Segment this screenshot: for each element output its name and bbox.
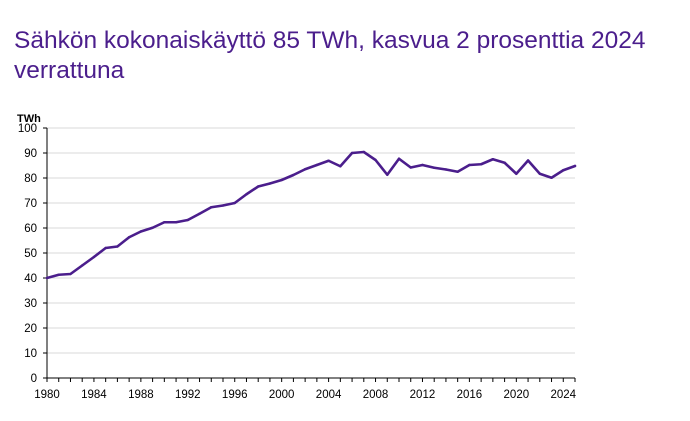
data-point-2004 [327,159,330,162]
x-tick-label-2016: 2016 [457,389,483,401]
y-tick-label-70: 70 [24,198,37,210]
x-tick-label-1988: 1988 [128,389,154,401]
data-point-1994 [210,206,213,209]
data-point-1993 [198,212,201,215]
data-point-1981 [57,273,60,276]
x-tick-label-2000: 2000 [269,389,295,401]
data-point-1998 [257,185,260,188]
data-point-2008 [374,158,377,162]
x-tick-label-2008: 2008 [363,389,389,401]
y-axis: 0 10 20 30 40 50 60 70 80 90 100 [18,123,48,385]
data-point-1982 [69,272,72,276]
x-tick-label-1996: 1996 [222,389,248,401]
data-point-2019 [503,161,506,164]
gridlines [47,127,575,354]
data-point-2011 [409,166,412,169]
x-tick-label-1992: 1992 [175,389,201,401]
y-tick-label-50: 50 [24,248,37,260]
y-tick-label-100: 100 [18,123,37,135]
data-point-1992 [186,218,189,222]
data-point-1990 [163,221,166,224]
data-point-2024 [562,169,565,172]
data-point-1988 [139,230,143,233]
data-point-2002 [303,168,307,171]
data-point-1983 [81,264,84,267]
data-point-1999 [268,182,272,185]
x-tick-label-2024: 2024 [550,389,576,401]
data-point-2015 [456,170,459,173]
data-point-2013 [433,166,436,169]
data-point-2007 [362,150,365,154]
series-line-0 [45,150,577,280]
data-point-2016 [468,163,471,167]
y-tick-label-40: 40 [24,273,37,285]
y-tick-label-0: 0 [31,373,37,385]
data-point-1996 [233,201,236,205]
data-point-2012 [421,163,424,167]
x-axis: 1980 1984 1988 1992 1996 2000 2004 2008 2012 2016… [34,377,577,401]
data-point-2025 [573,164,577,168]
data-point-2023 [550,176,553,179]
data-point-2001 [292,173,295,177]
x-tick-label-1980: 1980 [34,389,60,401]
data-point-1984 [92,255,96,259]
data-point-2000 [280,178,283,182]
data-point-2010 [397,157,401,160]
chart-title: Sähkön kokonaiskäyttö 85 TWh, kasvua 2 p… [14,26,674,86]
data-point-1989 [151,226,154,229]
data-point-1987 [127,236,131,239]
data-point-2021 [526,159,530,162]
data-point-2020 [515,172,518,175]
x-tick-label-2020: 2020 [504,389,530,401]
data-point-2022 [538,172,541,175]
data-point-2018 [491,158,495,161]
y-tick-label-80: 80 [24,173,37,185]
y-tick-label-60: 60 [24,223,37,235]
data-point-2009 [386,173,389,176]
data-point-2017 [479,163,483,166]
data-point-2003 [315,163,319,167]
x-tick-label-1984: 1984 [81,389,107,401]
y-tick-label-90: 90 [24,148,37,160]
data-point-1980 [45,276,49,280]
series-layer [45,150,577,280]
data-point-2005 [339,165,342,168]
x-tick-label-2012: 2012 [410,389,436,401]
y-tick-label-20: 20 [24,323,37,335]
data-point-1997 [245,193,248,196]
data-point-2014 [444,168,448,171]
y-tick-label-30: 30 [24,298,37,310]
data-point-1995 [221,204,225,207]
data-point-1985 [104,246,107,250]
data-point-1991 [174,221,178,224]
y-tick-label-10: 10 [24,348,37,360]
data-point-1986 [116,245,119,248]
data-point-2006 [350,151,354,155]
y-axis-unit-label: TWh [17,113,41,125]
x-tick-label-2004: 2004 [316,389,342,401]
chart-title-line-1: Sähkön kokonaiskäyttö 85 TWh, kasvua 2 p… [14,27,646,54]
chart-title-line-2: verrattuna [14,57,125,84]
